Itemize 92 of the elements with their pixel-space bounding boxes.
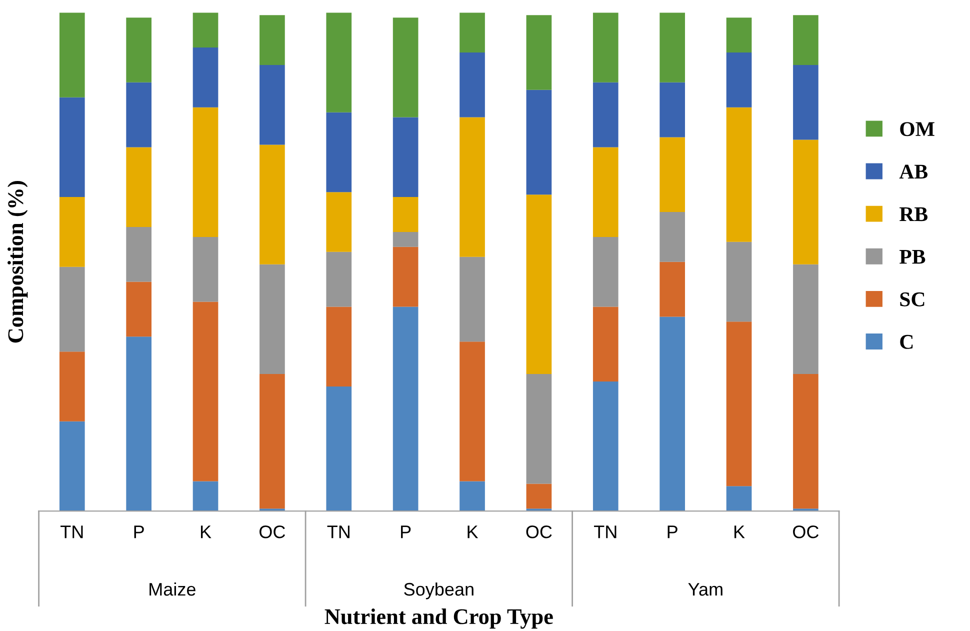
bar	[726, 486, 752, 512]
bar	[192, 481, 218, 512]
bar	[592, 382, 618, 512]
bar	[59, 352, 85, 422]
bar	[192, 12, 218, 48]
x-tick-label: K	[468, 526, 478, 538]
x-tick-label: OC	[793, 525, 819, 538]
bar	[526, 194, 552, 374]
x-tick-label: TN	[594, 526, 616, 538]
bar	[660, 12, 685, 82]
bar	[59, 197, 85, 267]
bar	[526, 90, 552, 195]
bar	[192, 236, 218, 302]
x-axis-title: Nutrient and Crop Type	[324, 608, 553, 629]
bar	[126, 336, 152, 512]
bar	[660, 212, 685, 262]
x-tick-label: P	[134, 526, 144, 538]
bar	[660, 82, 685, 138]
bar	[726, 52, 752, 108]
bar	[592, 82, 618, 148]
bar	[260, 264, 285, 374]
legend-label: C	[900, 334, 913, 349]
legend-label: SC	[900, 292, 924, 306]
bar	[126, 147, 152, 227]
y-axis-title: Composition (%)	[8, 181, 28, 343]
bar	[592, 12, 618, 82]
bar	[726, 18, 752, 52]
bar	[592, 306, 618, 382]
bar	[392, 117, 418, 198]
bar	[660, 316, 685, 512]
bar	[726, 107, 752, 242]
legend-label: OM	[900, 122, 934, 136]
bar	[726, 242, 752, 322]
bar	[660, 262, 685, 317]
bar	[326, 112, 352, 192]
text: Soybean	[404, 582, 474, 600]
bar	[326, 306, 352, 386]
bar	[260, 64, 285, 145]
bar	[260, 374, 285, 509]
bar	[192, 48, 218, 108]
bar	[126, 226, 152, 282]
bar	[660, 137, 685, 212]
bar	[726, 322, 752, 486]
bar	[526, 15, 552, 90]
x-tick-label: K	[200, 526, 212, 538]
bar	[460, 12, 485, 52]
bar	[326, 252, 352, 307]
x-tick-label: OC	[526, 525, 552, 538]
bar	[793, 15, 818, 65]
bar	[126, 82, 152, 148]
bar	[526, 374, 552, 484]
text: Maize	[150, 582, 196, 596]
bar	[192, 302, 218, 482]
bar	[460, 117, 485, 257]
bar	[192, 107, 218, 237]
bar	[126, 282, 152, 337]
bar	[59, 12, 85, 98]
bar	[392, 197, 418, 232]
bar	[460, 342, 485, 482]
bar	[793, 140, 818, 264]
bar	[59, 266, 85, 352]
bar	[460, 481, 485, 512]
bar	[793, 264, 818, 374]
text: Yam	[688, 583, 722, 596]
bar	[460, 256, 485, 342]
x-tick-label: TN	[327, 526, 350, 538]
x-tick-label: TN	[60, 526, 83, 538]
bar	[460, 52, 485, 118]
bar	[326, 192, 352, 252]
bar	[126, 18, 152, 82]
bar	[592, 147, 618, 237]
bar	[326, 12, 352, 112]
x-tick-label: OC	[260, 525, 286, 538]
bar	[59, 421, 85, 512]
legend-label: PB	[899, 250, 926, 264]
bar	[392, 232, 418, 247]
bar	[392, 246, 418, 307]
bar	[793, 374, 818, 509]
bar	[793, 64, 818, 140]
bar	[392, 18, 418, 118]
bar	[260, 15, 285, 65]
bar	[392, 306, 418, 512]
legend-label: RB	[899, 207, 928, 222]
legend-label: AB	[899, 164, 928, 179]
bar	[326, 386, 352, 512]
bar	[260, 144, 285, 264]
x-tick-label: P	[668, 526, 678, 538]
x-tick-label: P	[401, 526, 411, 538]
bar	[592, 236, 618, 307]
bar	[59, 97, 85, 198]
x-tick-label: K	[734, 526, 745, 538]
bar	[526, 484, 552, 509]
